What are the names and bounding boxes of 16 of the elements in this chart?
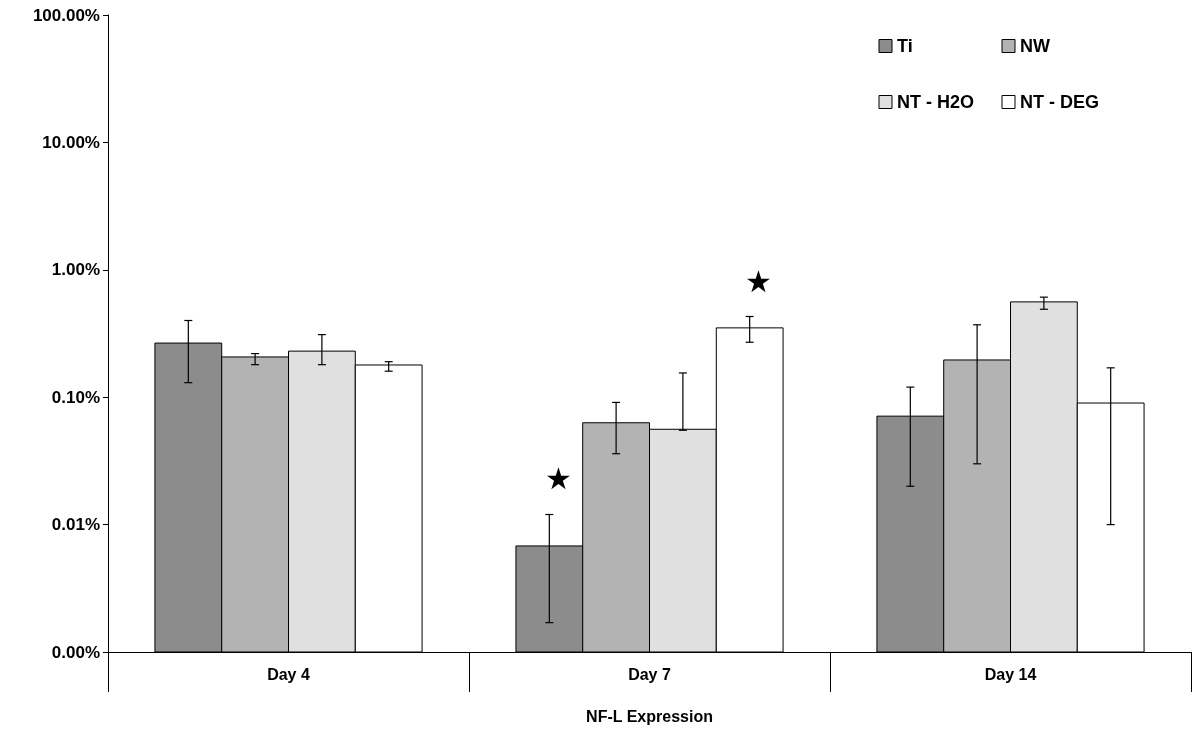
legend-label: NT - H2O	[897, 92, 975, 112]
legend-label: NW	[1020, 36, 1050, 56]
x-tick-label: Day 7	[628, 665, 671, 683]
y-tick-label: 10.00%	[42, 132, 100, 152]
y-tick-label: 100.00%	[32, 5, 100, 25]
legend-label: Ti	[897, 36, 913, 56]
annotation: ★	[545, 461, 572, 495]
y-tick-label: 0.10%	[51, 387, 100, 407]
annotation: ★	[745, 264, 772, 298]
x-tick-label: Day 4	[267, 665, 310, 683]
x-tick-label: Day 14	[984, 665, 1037, 683]
legend-label: NT - DEG	[1020, 92, 1099, 112]
y-tick-label: 0.01%	[51, 515, 100, 535]
x-axis-title: NF-L Expression	[586, 707, 713, 725]
y-tick-label: 0.00%	[51, 642, 100, 662]
y-tick-label: 1.00%	[51, 260, 100, 280]
